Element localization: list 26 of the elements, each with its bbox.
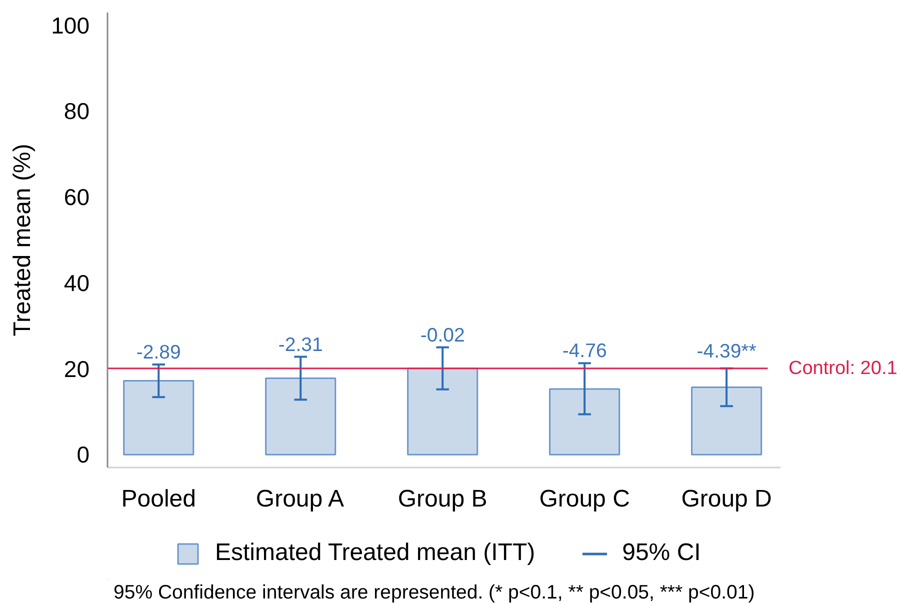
x-tick-label: Group D bbox=[681, 486, 772, 512]
annotation: -2.31 bbox=[278, 334, 323, 356]
y-tick-label: 100 bbox=[51, 12, 90, 38]
x-tick-label: Group B bbox=[398, 486, 488, 512]
bar bbox=[265, 377, 336, 456]
bar bbox=[549, 388, 620, 456]
y-tick-label: 60 bbox=[64, 184, 90, 210]
x-tick-label: Pooled bbox=[121, 486, 196, 512]
annotation: -4.39** bbox=[696, 340, 757, 362]
x-tick-label: Group A bbox=[256, 486, 344, 512]
y-tick-label: 20 bbox=[64, 356, 90, 382]
annotation: -2.89 bbox=[136, 341, 181, 364]
ref-line-label: Control: 20.1 bbox=[788, 358, 898, 379]
y-tick-label: 80 bbox=[64, 98, 90, 124]
y-axis-title: Treated mean (%) bbox=[9, 144, 36, 336]
text: 95% CI bbox=[622, 539, 701, 567]
bar bbox=[123, 380, 194, 456]
text: 95% Confidence intervals are represented. (* p<0.1, ** p<0.05, *** p<0.01) bbox=[114, 582, 755, 603]
y-tick-label: 40 bbox=[64, 270, 90, 296]
y-tick-label: 0 bbox=[76, 442, 90, 468]
x-tick-label: Group C bbox=[539, 486, 630, 512]
bar bbox=[691, 386, 762, 456]
annotation: -0.02 bbox=[420, 324, 465, 346]
annotation: -4.76 bbox=[562, 340, 607, 362]
legend-label: Estimated Treated mean (ITT) bbox=[215, 539, 536, 567]
bar bbox=[407, 368, 478, 456]
